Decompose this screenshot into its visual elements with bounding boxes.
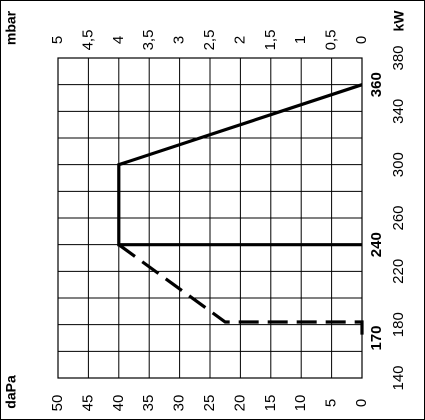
plot-frame xyxy=(57,57,363,379)
mbar-tick-label: 0 xyxy=(353,36,370,44)
mbar-tick-label: 3,5 xyxy=(140,30,157,51)
dapa-tick-label: 30 xyxy=(171,395,188,412)
kw-tick-label: 380 xyxy=(390,45,407,70)
dashed-working-curve xyxy=(117,243,364,338)
marked-power-value: 360 xyxy=(368,72,385,97)
kw-tick-label: 260 xyxy=(390,205,407,230)
chart-labels: 00,511,522,533,544,550510152025303540455… xyxy=(3,10,407,412)
dapa-tick-label: 50 xyxy=(49,395,66,412)
kw-tick-label: 220 xyxy=(390,259,407,284)
mbar-tick-label: 5 xyxy=(49,36,66,44)
kw-unit-label: kW xyxy=(391,10,407,32)
kw-tick-label: 340 xyxy=(390,99,407,124)
marked-power-value: 240 xyxy=(368,232,385,257)
dapa-tick-label: 15 xyxy=(262,395,279,412)
dapa-tick-label: 35 xyxy=(140,395,157,412)
dapa-tick-label: 45 xyxy=(79,395,96,412)
mbar-tick-label: 4,5 xyxy=(79,30,96,51)
marked-power-value: 170 xyxy=(368,325,385,350)
kw-tick-label: 140 xyxy=(390,365,407,390)
kw-tick-label: 300 xyxy=(390,152,407,177)
mbar-tick-label: 2 xyxy=(231,36,248,44)
dapa-tick-label: 25 xyxy=(201,395,218,412)
mbar-tick-label: 1 xyxy=(292,36,309,44)
kw-tick-label: 180 xyxy=(390,312,407,337)
dapa-tick-label: 10 xyxy=(292,395,309,412)
chart-series xyxy=(117,83,364,338)
dapa-unit-label: daPa xyxy=(3,375,19,409)
chart-grid xyxy=(57,57,363,379)
mbar-unit-label: mbar xyxy=(3,10,19,45)
mbar-tick-label: 4 xyxy=(110,36,127,44)
dapa-tick-label: 5 xyxy=(323,399,340,407)
mbar-tick-label: 2,5 xyxy=(201,30,218,51)
mbar-tick-label: 3 xyxy=(171,36,188,44)
mbar-tick-label: 1,5 xyxy=(262,30,279,51)
dapa-tick-label: 40 xyxy=(110,395,127,412)
mbar-tick-label: 0,5 xyxy=(323,30,340,51)
dapa-tick-label: 20 xyxy=(231,395,248,412)
solid-working-curve xyxy=(117,83,363,247)
dapa-tick-label: 0 xyxy=(353,399,370,407)
